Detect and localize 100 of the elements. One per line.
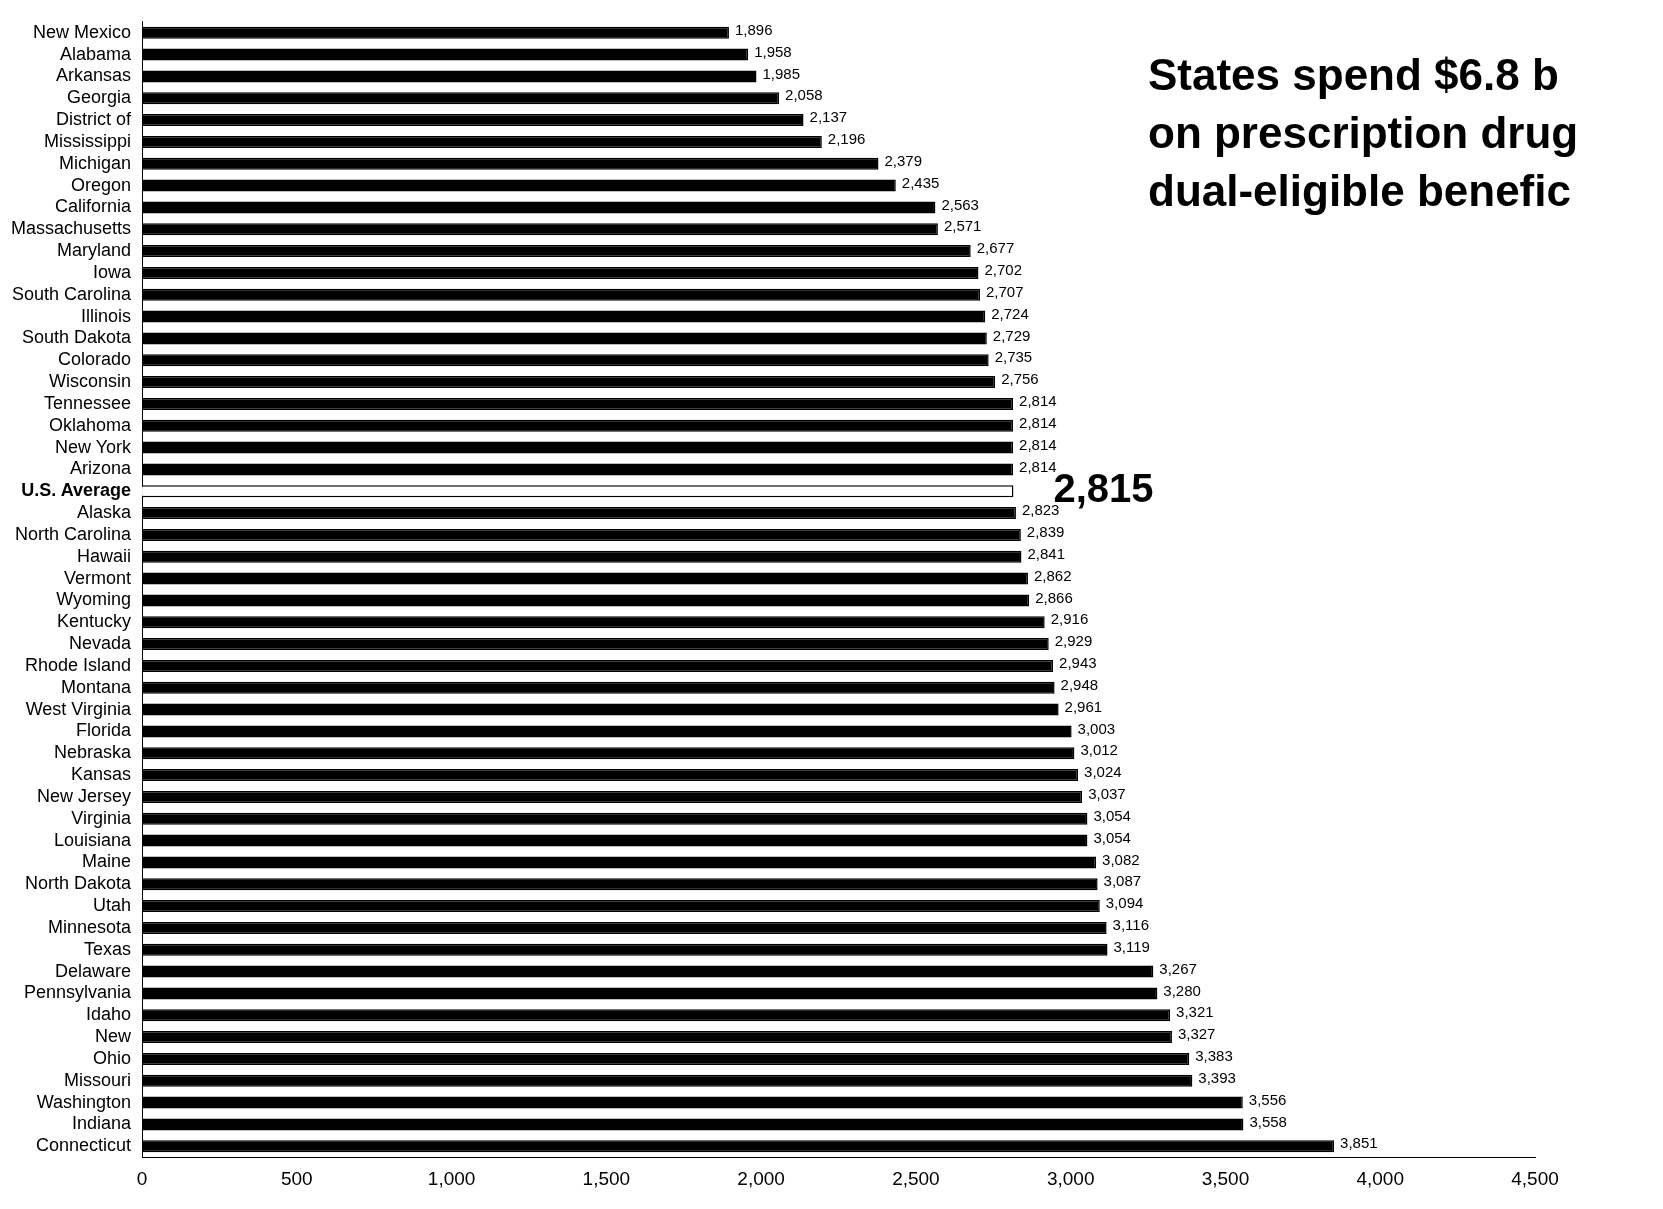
data-label: 2,943 <box>1059 654 1097 672</box>
data-label: 2,677 <box>976 239 1015 257</box>
text: States spend $6.8 b on prescription drug dual-eligible benefic <box>1148 49 1579 217</box>
y-tick-label: Oregon <box>71 174 132 195</box>
data-label: 2,571 <box>943 217 982 235</box>
data-label: 2,563 <box>941 195 979 213</box>
y-tick-label: Kansas <box>71 764 132 785</box>
x-tick-label: 500 <box>280 1167 313 1189</box>
y-tick-label: Delaware <box>55 960 132 981</box>
data-label: 1,985 <box>762 64 801 82</box>
y-tick-label: Indiana <box>71 1113 133 1134</box>
y-tick-label: Maine <box>82 851 132 872</box>
y-tick-label: Nebraska <box>54 742 133 763</box>
y-tick-label: Massachusetts <box>10 218 132 239</box>
y-tick-label: Rhode Island <box>24 654 132 675</box>
data-label: 3,087 <box>1103 872 1142 890</box>
y-tick-label: Maryland <box>57 240 132 261</box>
data-label: 2,724 <box>991 304 1029 322</box>
y-tick-label: Montana <box>60 676 133 697</box>
data-label: 3,054 <box>1093 828 1131 846</box>
y-tick-label: Nevada <box>69 633 133 654</box>
data-label: 2,137 <box>809 108 848 126</box>
data-label: 2,379 <box>884 151 922 169</box>
data-label: 3,054 <box>1093 806 1131 824</box>
y-tick-label: Idaho <box>86 1004 132 1025</box>
data-label: 2,196 <box>827 130 866 148</box>
data-label: 3,383 <box>1195 1047 1233 1065</box>
y-tick-label: Connecticut <box>35 1135 132 1156</box>
y-tick-label: Arkansas <box>56 65 132 86</box>
y-tick-label: Washington <box>36 1091 132 1112</box>
y-tick-label: New Jersey <box>37 785 132 806</box>
y-tick-label: South Dakota <box>21 327 133 348</box>
data-label: 3,556 <box>1248 1090 1287 1108</box>
data-label: 2,841 <box>1027 544 1066 562</box>
data-label: 3,024 <box>1084 763 1122 781</box>
data-label: 1,896 <box>734 20 773 38</box>
data-label: 2,916 <box>1050 610 1089 628</box>
y-tick-label: North Carolina <box>14 523 133 544</box>
y-tick-label: Oklahoma <box>49 414 133 435</box>
data-label: 3,037 <box>1088 785 1126 803</box>
data-label: 2,756 <box>1001 370 1039 388</box>
data-label: 3,267 <box>1159 959 1197 977</box>
data-label: 2,866 <box>1035 588 1073 606</box>
y-tick-label: Tennessee <box>43 392 132 413</box>
y-tick-label: Georgia <box>67 87 133 108</box>
y-tick-label: West Virginia <box>25 698 133 719</box>
y-tick-label: Wyoming <box>56 589 132 610</box>
data-label: 2,814 <box>1019 413 1057 431</box>
data-label: 3,012 <box>1080 741 1118 759</box>
x-tick-label: 2,500 <box>892 1167 940 1189</box>
x-tick-label: 2,000 <box>737 1167 785 1189</box>
y-tick-label: North Dakota <box>24 873 133 894</box>
y-tick-label: Louisiana <box>53 829 133 850</box>
y-tick-label: Pennsylvania <box>23 982 133 1003</box>
y-tick-label: Colorado <box>58 349 132 370</box>
y-tick-label: Kentucky <box>57 611 132 632</box>
data-label: 3,119 <box>1113 937 1150 955</box>
y-tick-label: California <box>55 196 133 217</box>
data-label: 2,814 <box>1019 435 1057 453</box>
data-label: 2,948 <box>1060 675 1099 693</box>
data-label: 3,851 <box>1340 1134 1378 1152</box>
data-label: 2,435 <box>901 173 940 191</box>
data-label: 2,735 <box>994 348 1033 366</box>
data-label: 2,814 <box>1019 392 1057 410</box>
data-label: 3,094 <box>1105 894 1144 912</box>
y-tick-label: New Mexico <box>33 21 132 42</box>
y-tick-label: Ohio <box>93 1047 132 1068</box>
x-tick-label: 4,000 <box>1356 1167 1404 1189</box>
x-tick-label: 1,000 <box>427 1167 476 1189</box>
data-label: 2,839 <box>1026 523 1065 541</box>
x-tick-label: 3,000 <box>1046 1167 1095 1189</box>
data-label: 3,116 <box>1112 916 1150 934</box>
data-label: 2,961 <box>1064 697 1103 715</box>
y-tick-label: Wisconsin <box>49 371 132 392</box>
x-tick-label: 3,500 <box>1201 1167 1250 1189</box>
y-tick-label: U.S. Average <box>21 480 132 501</box>
x-tick-label: 0 <box>136 1167 148 1189</box>
y-tick-label: Alaska <box>77 502 133 523</box>
y-tick-label: Utah <box>93 895 132 916</box>
data-label: 1,958 <box>754 42 792 60</box>
y-tick-label: New <box>95 1026 133 1047</box>
y-tick-label: Florida <box>76 720 133 741</box>
y-tick-label: Arizona <box>70 458 133 479</box>
data-label: 3,280 <box>1163 981 1201 999</box>
data-label: 3,558 <box>1249 1112 1287 1130</box>
data-label: 3,393 <box>1198 1068 1236 1086</box>
y-tick-label: Hawaii <box>77 545 132 566</box>
data-label: 2,058 <box>785 86 823 104</box>
y-tick-label: Texas <box>84 938 132 959</box>
y-tick-label: Mississippi <box>44 130 132 151</box>
data-label: 2,707 <box>985 282 1024 300</box>
y-tick-label: Alabama <box>60 43 133 64</box>
y-tick-label: District of <box>56 109 133 130</box>
x-tick-label: 1,500 <box>582 1167 631 1189</box>
y-tick-label: South Carolina <box>11 283 133 304</box>
data-label: 3,327 <box>1177 1025 1216 1043</box>
x-tick-label: 4,500 <box>1511 1167 1559 1189</box>
data-label: 2,929 <box>1054 632 1093 650</box>
data-label: 3,321 <box>1176 1003 1214 1021</box>
y-tick-label: New York <box>55 436 133 457</box>
